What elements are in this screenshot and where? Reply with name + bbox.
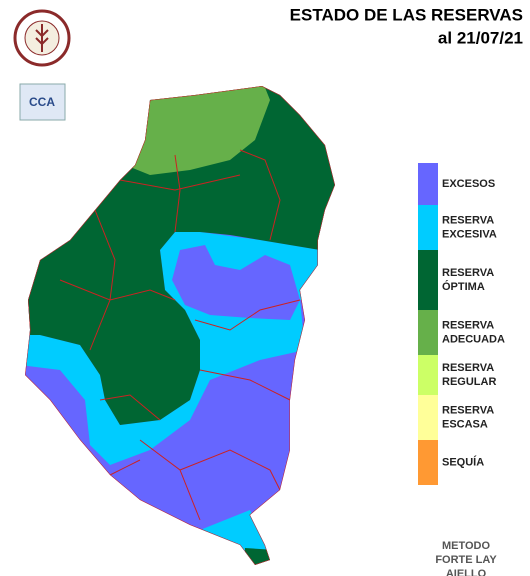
legend-label: RESERVA: [442, 214, 494, 226]
legend-label: REGULAR: [442, 376, 496, 388]
legend-swatch: [418, 205, 438, 250]
texts: ESTADO DE LAS RESERVAS al 21/07/21: [290, 5, 523, 47]
legend-label: RESERVA: [442, 362, 494, 374]
map-date: al 21/07/21: [438, 28, 523, 47]
legend-label: ADECUADA: [442, 333, 505, 345]
legend-label: RESERVA: [442, 404, 494, 416]
logo-text: CCA: [29, 95, 55, 109]
legend-swatch: [418, 395, 438, 440]
legend-label: RESERVA: [442, 319, 494, 331]
legend-swatch: [418, 355, 438, 395]
legend-swatch: [418, 163, 438, 205]
legend-swatch: [418, 250, 438, 310]
legend-label: ESCASA: [442, 418, 488, 430]
legend-label: EXCESOS: [442, 178, 495, 190]
legend-swatch: [418, 310, 438, 355]
legend-label: ÓPTIMA: [442, 280, 485, 293]
map-title: ESTADO DE LAS RESERVAS: [290, 5, 523, 24]
logo: CCA: [13, 9, 71, 121]
legend-label: EXCESIVA: [442, 228, 497, 240]
legend-label: SEQUÍA: [442, 455, 484, 468]
legend-label: RESERVA: [442, 267, 494, 279]
legend-swatch: [418, 440, 438, 485]
method-note: AIELLO: [446, 568, 487, 576]
method-note: FORTE LAY: [435, 554, 497, 566]
method-note: METODO: [442, 540, 491, 552]
